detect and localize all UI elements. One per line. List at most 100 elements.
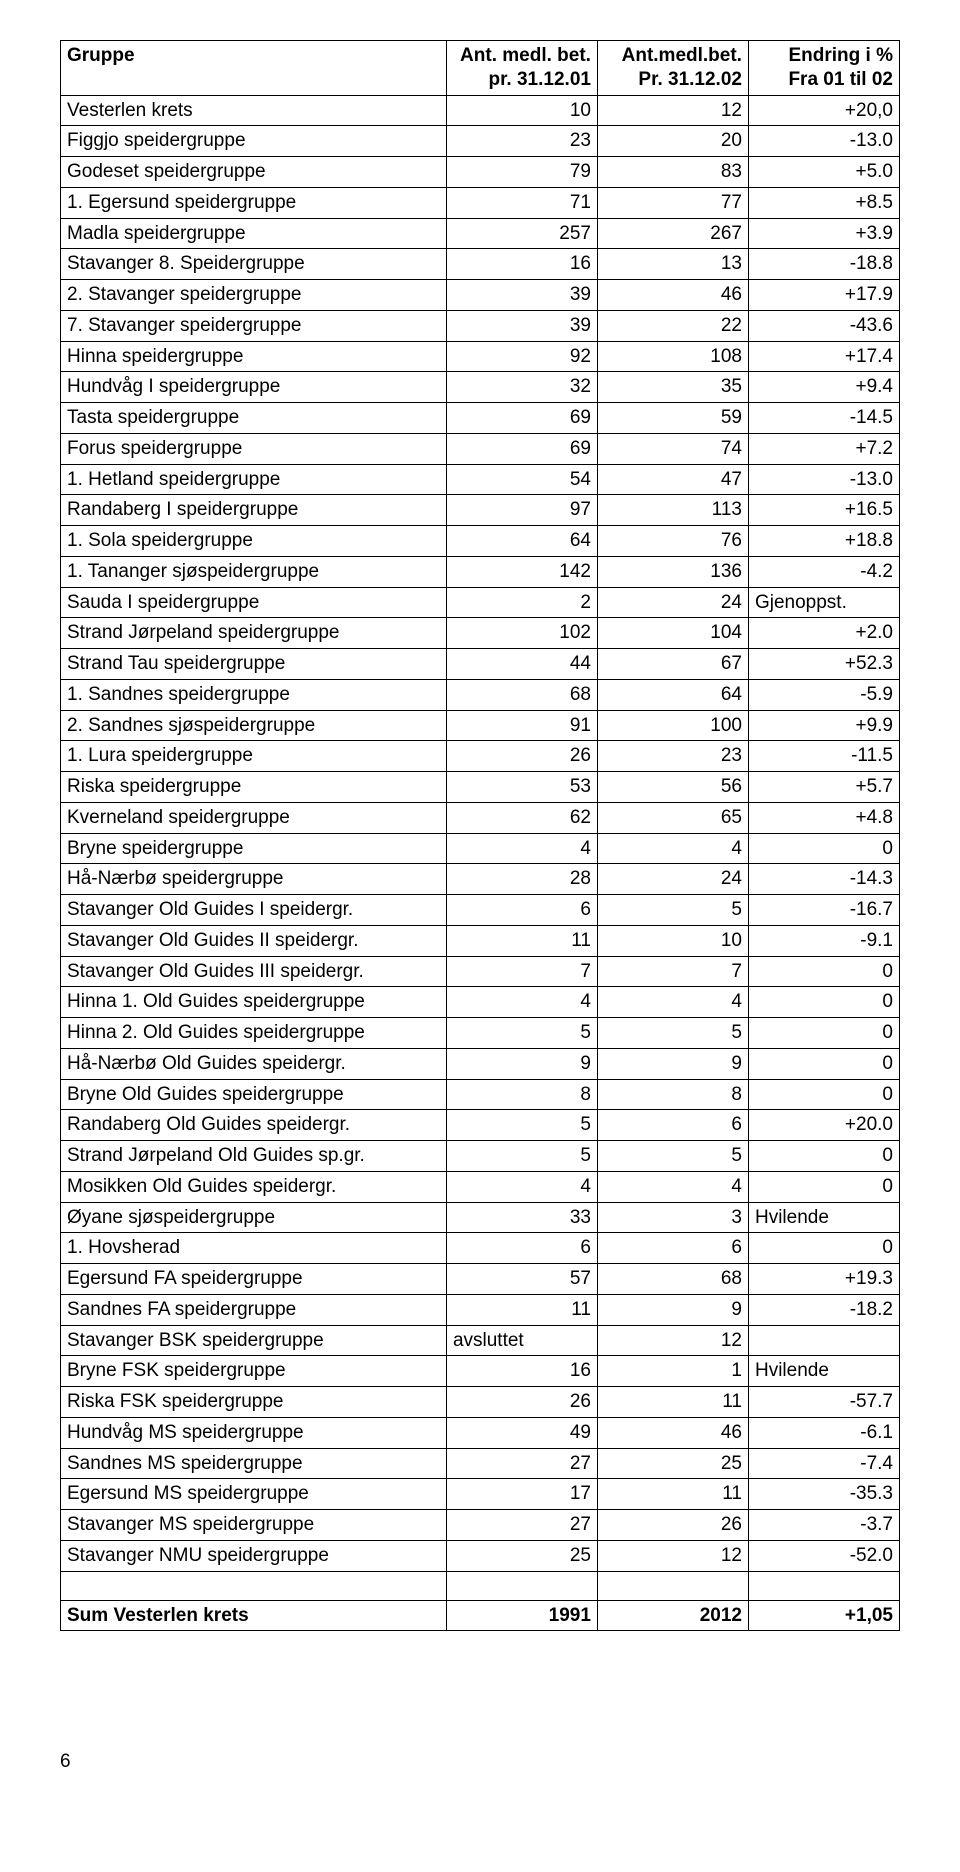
empty-cell xyxy=(748,1571,899,1600)
cell-c: +17.9 xyxy=(748,280,899,311)
cell-b: 11 xyxy=(597,1479,748,1510)
table-row: Hå-Nærbø Old Guides speidergr.990 xyxy=(61,1048,900,1079)
cell-b: 4 xyxy=(597,987,748,1018)
cell-a: 6 xyxy=(446,895,597,926)
cell-c: +52.3 xyxy=(748,649,899,680)
cell-group: Sauda I speidergruppe xyxy=(61,587,447,618)
cell-group: Godeset speidergruppe xyxy=(61,157,447,188)
table-row: Egersund FA speidergruppe5768+19.3 xyxy=(61,1264,900,1295)
cell-group: 1. Lura speidergruppe xyxy=(61,741,447,772)
cell-b: 9 xyxy=(597,1048,748,1079)
table-row: Riska FSK speidergruppe2611-57.7 xyxy=(61,1387,900,1418)
cell-b: 59 xyxy=(597,403,748,434)
cell-group: 2. Sandnes sjøspeidergruppe xyxy=(61,710,447,741)
cell-c: Hvilende xyxy=(748,1202,899,1233)
cell-a: 62 xyxy=(446,802,597,833)
table-row: Hinna speidergruppe92108+17.4 xyxy=(61,341,900,372)
table-row: Stavanger Old Guides II speidergr.1110-9… xyxy=(61,925,900,956)
cell-c: -43.6 xyxy=(748,310,899,341)
cell-b: 3 xyxy=(597,1202,748,1233)
cell-a: 5 xyxy=(446,1018,597,1049)
cell-b: 46 xyxy=(597,1417,748,1448)
cell-group: 7. Stavanger speidergruppe xyxy=(61,310,447,341)
cell-b: 74 xyxy=(597,433,748,464)
cell-a: 16 xyxy=(446,249,597,280)
cell-group: Hinna 2. Old Guides speidergruppe xyxy=(61,1018,447,1049)
cell-a: 97 xyxy=(446,495,597,526)
cell-a: 33 xyxy=(446,1202,597,1233)
cell-group: Forus speidergruppe xyxy=(61,433,447,464)
cell-a: 57 xyxy=(446,1264,597,1295)
cell-b: 56 xyxy=(597,772,748,803)
table-row: Hinna 1. Old Guides speidergruppe440 xyxy=(61,987,900,1018)
cell-c: 0 xyxy=(748,1171,899,1202)
table-row: Strand Jørpeland Old Guides sp.gr.550 xyxy=(61,1141,900,1172)
cell-c: -4.2 xyxy=(748,556,899,587)
cell-group: 1. Tananger sjøspeidergruppe xyxy=(61,556,447,587)
cell-b: 4 xyxy=(597,833,748,864)
table-row: Sauda I speidergruppe224Gjenoppst. xyxy=(61,587,900,618)
cell-group: Hå-Nærbø speidergruppe xyxy=(61,864,447,895)
cell-c: +3.9 xyxy=(748,218,899,249)
table-row: 1. Tananger sjøspeidergruppe142136-4.2 xyxy=(61,556,900,587)
cell-group: Figgjo speidergruppe xyxy=(61,126,447,157)
header-c-line2: Fra 01 til 02 xyxy=(788,69,893,90)
cell-b: 9 xyxy=(597,1294,748,1325)
cell-a: 6 xyxy=(446,1233,597,1264)
cell-c: -18.8 xyxy=(748,249,899,280)
cell-group: Stavanger MS speidergruppe xyxy=(61,1510,447,1541)
empty-cell xyxy=(597,1571,748,1600)
cell-c: +9.9 xyxy=(748,710,899,741)
table-row: Stavanger BSK speidergruppeavsluttet12 xyxy=(61,1325,900,1356)
table-row: Bryne FSK speidergruppe161Hvilende xyxy=(61,1356,900,1387)
cell-b: 12 xyxy=(597,1540,748,1571)
table-row: Bryne speidergruppe440 xyxy=(61,833,900,864)
table-row: Godeset speidergruppe7983+5.0 xyxy=(61,157,900,188)
table-row: Vesterlen krets1012+20,0 xyxy=(61,95,900,126)
cell-group: 2. Stavanger speidergruppe xyxy=(61,280,447,311)
table-row: Hundvåg MS speidergruppe4946-6.1 xyxy=(61,1417,900,1448)
page-number: 6 xyxy=(60,1751,900,1773)
cell-a: 79 xyxy=(446,157,597,188)
cell-b: 25 xyxy=(597,1448,748,1479)
cell-c: +20.0 xyxy=(748,1110,899,1141)
cell-b: 24 xyxy=(597,864,748,895)
cell-b: 8 xyxy=(597,1079,748,1110)
table-row: Mosikken Old Guides speidergr.440 xyxy=(61,1171,900,1202)
header-a-line1: Ant. medl. bet. xyxy=(460,45,591,66)
cell-group: 1. Hovsherad xyxy=(61,1233,447,1264)
header-col-a: Ant. medl. bet. pr. 31.12.01 xyxy=(446,41,597,96)
cell-c: -16.7 xyxy=(748,895,899,926)
cell-group: Bryne Old Guides speidergruppe xyxy=(61,1079,447,1110)
cell-b: 23 xyxy=(597,741,748,772)
cell-group: Vesterlen krets xyxy=(61,95,447,126)
cell-c: -14.3 xyxy=(748,864,899,895)
table-row: Hundvåg I speidergruppe3235+9.4 xyxy=(61,372,900,403)
cell-a: 27 xyxy=(446,1510,597,1541)
header-group: Gruppe xyxy=(61,41,447,96)
cell-c: +4.8 xyxy=(748,802,899,833)
cell-b: 24 xyxy=(597,587,748,618)
cell-c: +16.5 xyxy=(748,495,899,526)
table-row: Tasta speidergruppe6959-14.5 xyxy=(61,403,900,434)
cell-group: Hå-Nærbø Old Guides speidergr. xyxy=(61,1048,447,1079)
cell-group: Stavanger Old Guides III speidergr. xyxy=(61,956,447,987)
cell-group: Bryne speidergruppe xyxy=(61,833,447,864)
table-row: Strand Tau speidergruppe4467+52.3 xyxy=(61,649,900,680)
table-row: Sandnes MS speidergruppe2725-7.4 xyxy=(61,1448,900,1479)
cell-a: 44 xyxy=(446,649,597,680)
cell-a: 9 xyxy=(446,1048,597,1079)
cell-a: 54 xyxy=(446,464,597,495)
cell-b: 100 xyxy=(597,710,748,741)
table-row: Stavanger Old Guides I speidergr.65-16.7 xyxy=(61,895,900,926)
cell-b: 5 xyxy=(597,895,748,926)
cell-group: Hundvåg MS speidergruppe xyxy=(61,1417,447,1448)
table-row: Forus speidergruppe6974+7.2 xyxy=(61,433,900,464)
cell-c: -52.0 xyxy=(748,1540,899,1571)
cell-b: 10 xyxy=(597,925,748,956)
cell-a: 102 xyxy=(446,618,597,649)
cell-c: 0 xyxy=(748,987,899,1018)
cell-b: 22 xyxy=(597,310,748,341)
header-group-line1: Gruppe xyxy=(67,45,135,66)
cell-b: 12 xyxy=(597,95,748,126)
